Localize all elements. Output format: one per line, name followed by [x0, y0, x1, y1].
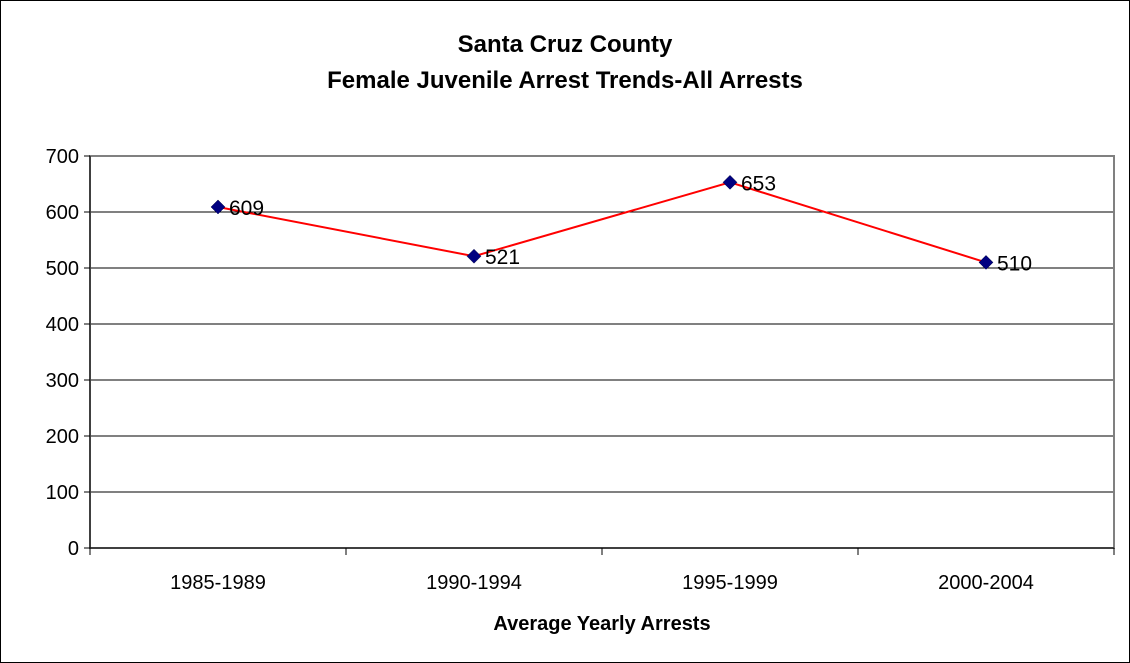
data-label-1985-1989: 609	[229, 197, 264, 220]
y-tick-label-600: 600	[46, 202, 79, 224]
y-tick-labels: 0 100 200 300 400 500 600 700	[46, 146, 79, 560]
y-tick-label-200: 200	[46, 426, 79, 448]
y-tick-label-100: 100	[46, 482, 79, 504]
y-tick-label-300: 300	[46, 370, 79, 392]
data-point-1985-1989	[210, 199, 226, 215]
x-tick-label-2000-2004: 2000-2004	[938, 572, 1034, 594]
data-point-2000-2004	[978, 255, 994, 270]
x-tick-label-1990-1994: 1990-1994	[426, 572, 522, 594]
data-labels: 609 521 653 510	[229, 172, 1032, 275]
x-tick-label-1995-1999: 1995-1999	[682, 572, 778, 594]
axes	[84, 155, 1115, 555]
data-label-1995-1999: 653	[741, 172, 776, 195]
data-label-2000-2004: 510	[997, 252, 1032, 275]
x-tick-labels: 1985-1989 1990-1994 1995-1999 2000-2004	[170, 572, 1034, 594]
x-tick-label-1985-1989: 1985-1989	[170, 572, 266, 594]
chart-title-line-2: Female Juvenile Arrest Trends-All Arrest…	[327, 67, 803, 94]
series-line-0	[217, 181, 987, 264]
x-axis-title: Average Yearly Arrests	[493, 613, 710, 635]
y-tick-label-500: 500	[46, 258, 79, 280]
data-point-1995-1999	[722, 174, 738, 190]
y-tick-label-0: 0	[68, 538, 79, 560]
y-tick-label-700: 700	[46, 146, 79, 168]
y-tick-label-400: 400	[46, 314, 79, 336]
gridlines	[90, 211, 1114, 493]
data-label-1990-1994: 521	[485, 246, 520, 269]
series-layer	[210, 174, 994, 270]
data-point-1990-1994	[466, 248, 482, 264]
chart-title-line-1: Santa Cruz County	[458, 31, 673, 58]
